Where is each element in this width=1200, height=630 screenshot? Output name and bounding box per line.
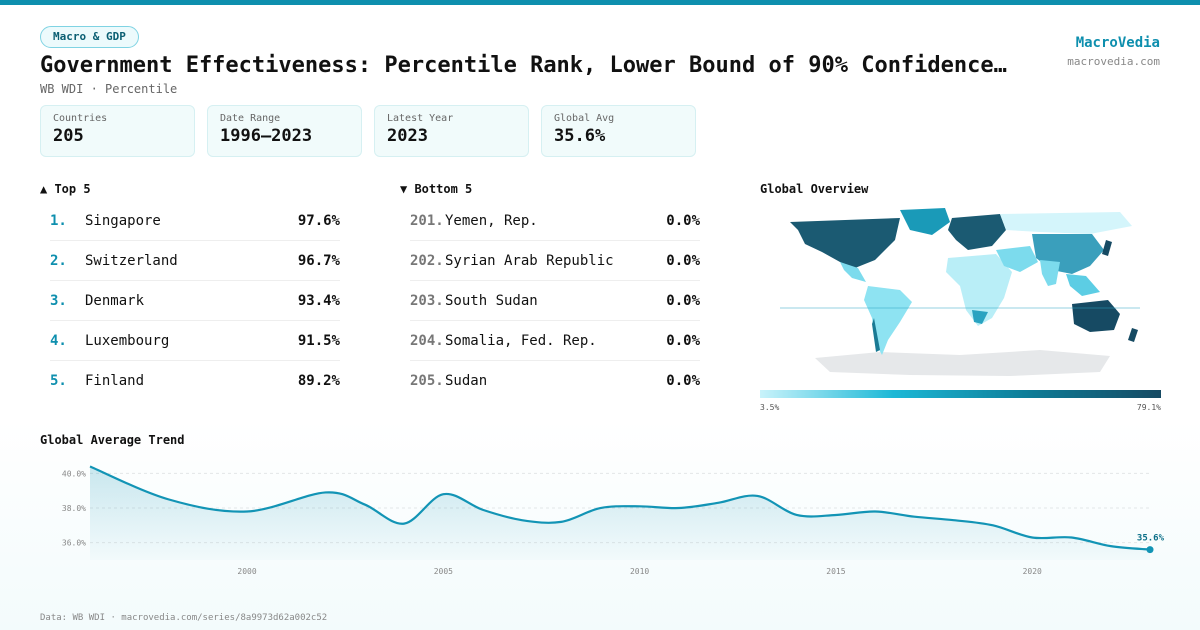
page-subtitle: WB WDI · Percentile — [40, 82, 178, 96]
country-name: Luxembourg — [85, 332, 170, 349]
list-item[interactable]: 3. Denmark 93.4% — [50, 281, 340, 321]
map-region-middle-east — [996, 246, 1038, 272]
stat-card-global-avg: Global Avg 35.6% — [541, 105, 696, 157]
list-item[interactable]: 4. Luxembourg 91.5% — [50, 321, 340, 361]
map-region-russia — [1000, 212, 1132, 234]
marks-layer: 35.6% — [1137, 534, 1165, 554]
x-tick-label: 2015 — [826, 567, 845, 576]
x-tick-label: 2005 — [434, 567, 453, 576]
top-accent-bar — [0, 0, 1200, 5]
list-item[interactable]: 203. South Sudan 0.0% — [410, 281, 700, 321]
list-item[interactable]: 2. Switzerland 96.7% — [50, 241, 340, 281]
rank-number: 3. — [50, 292, 67, 309]
map-region-europe — [948, 214, 1006, 250]
trend-end-point — [1146, 546, 1154, 554]
brand-name[interactable]: MacroVedia — [1075, 35, 1160, 51]
rank-value: 97.6% — [297, 212, 340, 229]
stat-label: Global Avg — [554, 113, 615, 124]
country-name: Finland — [85, 373, 145, 389]
country-name: Singapore — [85, 212, 161, 229]
trend-line — [89, 465, 1151, 551]
bottom5-list: 201. Yemen, Rep. 0.0% 202. Syrian Arab R… — [410, 201, 700, 401]
x-tick-label: 2010 — [630, 567, 649, 576]
map-region-south-america — [864, 286, 912, 355]
world-choropleth-map[interactable] — [760, 200, 1161, 385]
map-region-australia — [1072, 300, 1120, 332]
stat-card-latest-year: Latest Year 2023 — [374, 105, 529, 157]
x-tick-label: 2020 — [1023, 567, 1042, 576]
list-item[interactable]: 5. Finland 89.2% — [50, 361, 340, 401]
stat-value: 2023 — [387, 126, 428, 146]
rank-value: 0.0% — [666, 212, 700, 229]
rank-number: 201. — [410, 212, 444, 229]
stat-label: Date Range — [220, 113, 281, 124]
map-region-japan — [1102, 240, 1112, 256]
country-name: Sudan — [445, 373, 488, 389]
stat-value: 35.6% — [554, 126, 606, 146]
bottom5-heading: ▼ Bottom 5 — [400, 182, 473, 196]
trend-area — [90, 466, 1150, 560]
map-region-south-africa — [972, 310, 988, 324]
rank-number: 204. — [410, 332, 444, 349]
list-item[interactable]: 202. Syrian Arab Republic 0.0% — [410, 241, 700, 281]
map-legend-min: 3.5% — [760, 403, 780, 412]
top5-heading: ▲ Top 5 — [40, 182, 91, 196]
list-item[interactable]: 201. Yemen, Rep. 0.0% — [410, 201, 700, 241]
map-region-greenland — [900, 208, 950, 235]
rank-value: 0.0% — [666, 332, 700, 349]
map-region-antarctica — [815, 350, 1110, 376]
stat-label: Latest Year — [387, 113, 454, 124]
rank-value: 96.7% — [297, 252, 340, 269]
trend-end-label: 35.6% — [1137, 534, 1165, 544]
country-name: Yemen, Rep. — [445, 212, 538, 229]
source-footer[interactable]: Data: WB WDI · macrovedia.com/series/8a9… — [40, 613, 328, 623]
rank-number: 202. — [410, 252, 444, 269]
rank-value: 89.2% — [297, 373, 340, 389]
rank-number: 2. — [50, 252, 67, 269]
stat-card-date-range: Date Range 1996–2023 — [207, 105, 362, 157]
rank-number: 5. — [50, 373, 67, 389]
stat-value: 205 — [53, 126, 84, 146]
country-name: Somalia, Fed. Rep. — [445, 332, 597, 349]
rank-number: 1. — [50, 212, 67, 229]
stat-value: 1996–2023 — [220, 126, 313, 146]
x-tick-label: 2000 — [237, 567, 256, 576]
rank-number: 4. — [50, 332, 67, 349]
rank-value: 0.0% — [666, 373, 700, 389]
category-badge[interactable]: Macro & GDP — [40, 26, 139, 48]
rank-value: 0.0% — [666, 292, 700, 309]
map-region-north-america — [790, 218, 900, 268]
y-tick-label: 36.0% — [62, 539, 86, 548]
rank-value: 0.0% — [666, 252, 700, 269]
stat-card-countries: Countries 205 — [40, 105, 195, 157]
list-item[interactable]: 204. Somalia, Fed. Rep. 0.0% — [410, 321, 700, 361]
map-region-southeast-asia — [1066, 274, 1100, 296]
country-name: Switzerland — [85, 252, 178, 269]
country-name: Syrian Arab Republic — [445, 252, 614, 269]
y-tick-label: 38.0% — [62, 504, 86, 513]
global-average-trend-chart[interactable]: 36.0% 38.0% 40.0% 2000 2005 2010 2015 2020 35.6… — [40, 455, 1170, 585]
page-title: Government Effectiveness: Percentile Ran… — [40, 53, 1007, 78]
list-item[interactable]: 1. Singapore 97.6% — [50, 201, 340, 241]
list-item[interactable]: 205. Sudan 0.0% — [410, 361, 700, 401]
trend-heading: Global Average Trend — [40, 433, 185, 447]
country-name: Denmark — [85, 292, 145, 309]
map-region-new-zealand — [1128, 328, 1138, 342]
map-region-central-america — [840, 262, 866, 282]
map-region-india — [1040, 260, 1060, 286]
rank-value: 91.5% — [297, 332, 340, 349]
top5-list: 1. Singapore 97.6% 2. Switzerland 96.7% … — [50, 201, 340, 401]
brand-url[interactable]: macrovedia.com — [1067, 55, 1160, 68]
y-tick-label: 40.0% — [62, 469, 86, 478]
rank-number: 205. — [410, 373, 444, 389]
map-legend-gradient — [760, 390, 1161, 398]
country-name: South Sudan — [445, 292, 538, 309]
map-legend-max: 79.1% — [1136, 403, 1161, 412]
rank-value: 93.4% — [297, 292, 340, 309]
map-region-chile — [872, 318, 880, 352]
rank-number: 203. — [410, 292, 444, 309]
stat-label: Countries — [53, 113, 108, 124]
map-heading: Global Overview — [760, 182, 869, 196]
